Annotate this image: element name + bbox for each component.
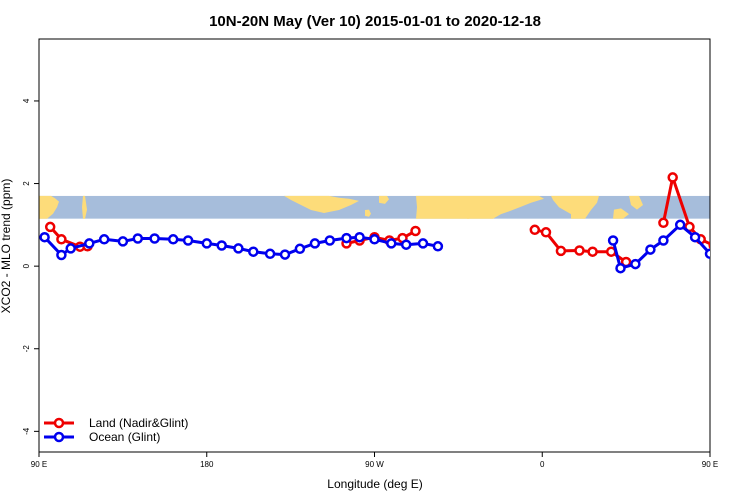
data-point bbox=[341, 232, 352, 244]
data-point bbox=[309, 238, 321, 249]
legend-label: Ocean (Glint) bbox=[89, 430, 160, 444]
x-tick-label: 90 E bbox=[31, 460, 47, 469]
land-mass bbox=[613, 208, 629, 219]
data-point bbox=[248, 246, 259, 257]
legend-label: Land (Nadir&Glint) bbox=[89, 416, 188, 430]
land-mass bbox=[467, 208, 475, 219]
data-point bbox=[708, 241, 710, 250]
data-point bbox=[432, 241, 444, 252]
y-axis-label: XCO2 - MLO trend (ppm) bbox=[0, 179, 13, 314]
data-point bbox=[529, 224, 541, 236]
series-layer bbox=[39, 172, 740, 274]
data-point bbox=[233, 243, 244, 254]
data-point bbox=[84, 238, 95, 249]
data-point bbox=[574, 245, 585, 256]
data-point bbox=[294, 243, 306, 255]
land-mass bbox=[629, 195, 643, 210]
chart-title: 10N-20N May (Ver 10) 2015-01-01 to 2020-… bbox=[209, 13, 541, 30]
y-tick-label: -2 bbox=[22, 345, 31, 353]
data-point bbox=[201, 238, 213, 249]
data-point bbox=[615, 262, 626, 274]
land-mass bbox=[284, 195, 359, 213]
data-point bbox=[417, 238, 429, 249]
y-tick-label: -4 bbox=[22, 427, 31, 435]
data-point bbox=[44, 221, 56, 233]
data-point bbox=[39, 231, 50, 243]
data-point bbox=[386, 238, 397, 249]
data-point bbox=[630, 258, 641, 270]
data-point bbox=[56, 249, 67, 261]
data-point bbox=[65, 243, 76, 254]
ocean-strip bbox=[39, 195, 710, 219]
data-point bbox=[354, 231, 365, 243]
data-point bbox=[410, 225, 421, 237]
land-mass bbox=[551, 195, 599, 219]
y-tick-label: 4 bbox=[22, 98, 31, 103]
y-axis: -4 -2 0 2 4 bbox=[22, 98, 39, 435]
world-map-strip bbox=[39, 195, 710, 219]
data-point bbox=[279, 249, 291, 260]
data-point bbox=[264, 248, 276, 260]
data-point bbox=[369, 234, 380, 245]
data-point bbox=[400, 239, 412, 250]
x-tick-label: 180 bbox=[200, 460, 214, 469]
x-tick-label: 0 bbox=[540, 460, 545, 469]
data-point bbox=[658, 217, 669, 229]
land-mass bbox=[379, 195, 389, 204]
data-point bbox=[182, 235, 194, 246]
land-mass bbox=[416, 195, 544, 219]
legend: Land (Nadir&Glint)Ocean (Glint) bbox=[44, 416, 188, 444]
data-point bbox=[719, 245, 727, 253]
data-point bbox=[324, 235, 336, 246]
land-mass bbox=[82, 195, 87, 219]
x-axis: 90 E 180 90 W 0 90 E bbox=[31, 452, 718, 469]
land-mass bbox=[39, 195, 59, 219]
data-point bbox=[117, 236, 129, 247]
legend-marker bbox=[53, 431, 65, 443]
data-point bbox=[555, 245, 567, 257]
data-point bbox=[587, 246, 598, 257]
data-point bbox=[540, 227, 552, 238]
data-point bbox=[674, 219, 686, 231]
y-tick-label: 2 bbox=[22, 181, 31, 186]
x-tick-label: 90 W bbox=[365, 460, 384, 469]
data-point bbox=[658, 235, 669, 246]
y-tick-label: 0 bbox=[22, 263, 31, 268]
data-point bbox=[149, 233, 160, 244]
x-axis-label: Longitude (deg E) bbox=[327, 477, 422, 491]
x-tick-label: 90 E bbox=[702, 460, 718, 469]
legend-marker bbox=[53, 417, 65, 429]
data-point bbox=[216, 240, 227, 251]
data-point bbox=[723, 242, 731, 250]
data-point bbox=[98, 234, 110, 245]
data-point bbox=[667, 172, 678, 183]
data-point bbox=[607, 235, 619, 246]
land-mass bbox=[365, 209, 371, 217]
data-point bbox=[56, 234, 67, 245]
data-point bbox=[689, 231, 701, 243]
data-point bbox=[732, 239, 740, 247]
series-ocean bbox=[39, 219, 740, 274]
series-land bbox=[44, 172, 731, 268]
plot-frame bbox=[38, 38, 711, 453]
data-point bbox=[704, 248, 710, 260]
data-point bbox=[132, 233, 144, 244]
series-line bbox=[611, 223, 710, 270]
data-point bbox=[645, 244, 656, 255]
data-point bbox=[167, 234, 179, 245]
